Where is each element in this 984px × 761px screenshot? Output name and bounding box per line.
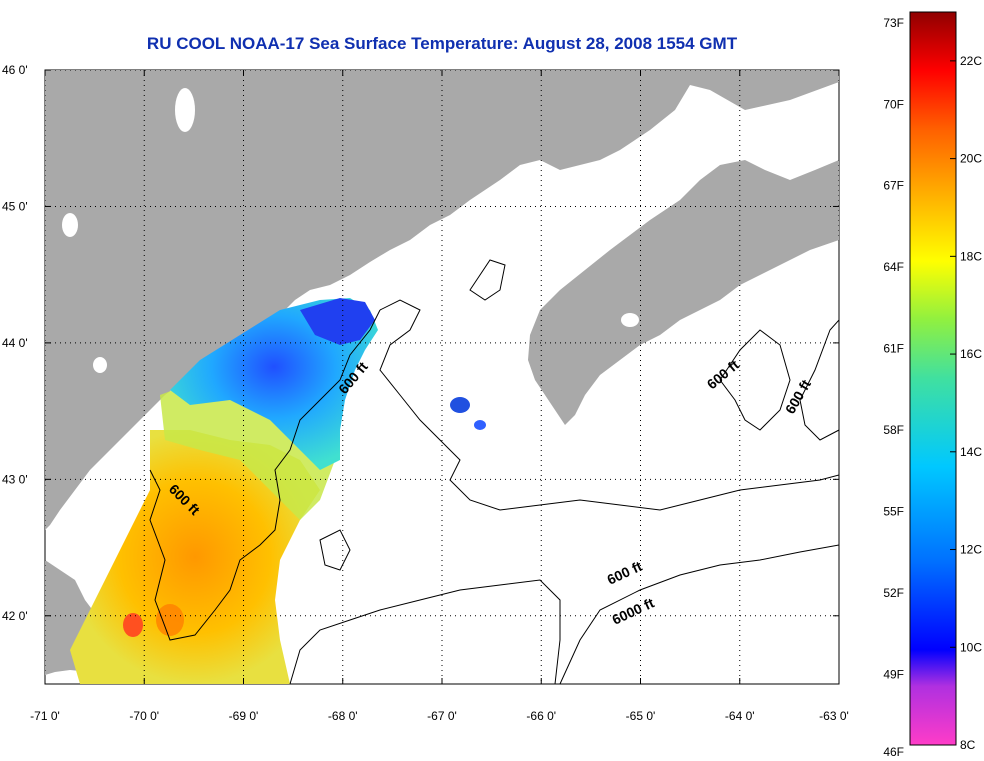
lake — [93, 357, 107, 373]
bay-of-fundy — [470, 150, 720, 308]
lon-tick-label: -69 0' — [229, 709, 259, 723]
sst-cold-patch — [300, 298, 375, 345]
colorbar-celsius-labels: 22C 20C 18C 16C 14C 12C 10C 8C — [950, 54, 982, 752]
lon-axis: -71 0' -70 0' -69 0' -68 0' -67 0' -66 0' -65 … — [30, 70, 849, 723]
colorbar: 73F 70F 67F 64F 61F 58F 55F 52F 49F 46F 22C 20C 18C… — [883, 11, 982, 759]
lon-tick-label: -71 0' — [30, 709, 60, 723]
colorbar-c-label: 20C — [960, 152, 982, 166]
colorbar-f-label: 52F — [883, 586, 904, 600]
colorbar-c-label: 10C — [960, 640, 982, 654]
colorbar-c-label: 16C — [960, 347, 982, 361]
colorbar-f-label: 49F — [883, 667, 904, 681]
sst-hot-patch — [123, 613, 143, 637]
lat-axis: 46 0' 45 0' 44 0' 43 0' 42 0' — [2, 63, 839, 623]
lon-tick-label: -64 0' — [725, 709, 755, 723]
lon-tick-label: -65 0' — [626, 709, 656, 723]
colorbar-f-label: 61F — [883, 342, 904, 356]
lon-tick-label: -70 0' — [129, 709, 159, 723]
land-nova-scotia — [528, 160, 839, 425]
lake — [62, 213, 78, 237]
colorbar-f-label: 46F — [883, 745, 904, 759]
lake — [175, 88, 195, 132]
sst-patch — [450, 397, 470, 413]
lat-tick-label: 44 0' — [2, 336, 28, 350]
colorbar-f-label: 70F — [883, 97, 904, 111]
colorbar-f-label: 73F — [883, 16, 904, 30]
lat-tick-label: 46 0' — [2, 63, 28, 77]
colorbar-f-label: 64F — [883, 260, 904, 274]
lat-tick-label: 45 0' — [2, 199, 28, 213]
colorbar-f-label: 55F — [883, 505, 904, 519]
lake — [621, 313, 639, 327]
colorbar-c-label: 8C — [960, 738, 976, 752]
colorbar-c-label: 18C — [960, 249, 982, 263]
lon-tick-label: -68 0' — [328, 709, 358, 723]
lon-tick-label: -66 0' — [526, 709, 556, 723]
lon-tick-label: -67 0' — [427, 709, 457, 723]
colorbar-fahrenheit-labels: 73F 70F 67F 64F 61F 58F 55F 52F 49F 46F — [883, 16, 904, 759]
depth-contours — [149, 259, 839, 684]
colorbar-f-label: 58F — [883, 423, 904, 437]
colorbar-c-label: 22C — [960, 54, 982, 68]
lon-tick-label: -63 0' — [819, 709, 849, 723]
sst-patch — [474, 420, 486, 430]
lat-tick-label: 43 0' — [2, 472, 28, 486]
sst-hot-patch — [156, 604, 184, 636]
sst-cool-region — [170, 298, 378, 470]
colorbar-f-label: 67F — [883, 179, 904, 193]
colorbar-c-label: 14C — [960, 445, 982, 459]
lat-tick-label: 42 0' — [2, 609, 28, 623]
colorbar-c-label: 12C — [960, 543, 982, 557]
colorbar-gradient — [909, 11, 957, 746]
map-title: RU COOL NOAA-17 Sea Surface Temperature:… — [146, 34, 738, 53]
